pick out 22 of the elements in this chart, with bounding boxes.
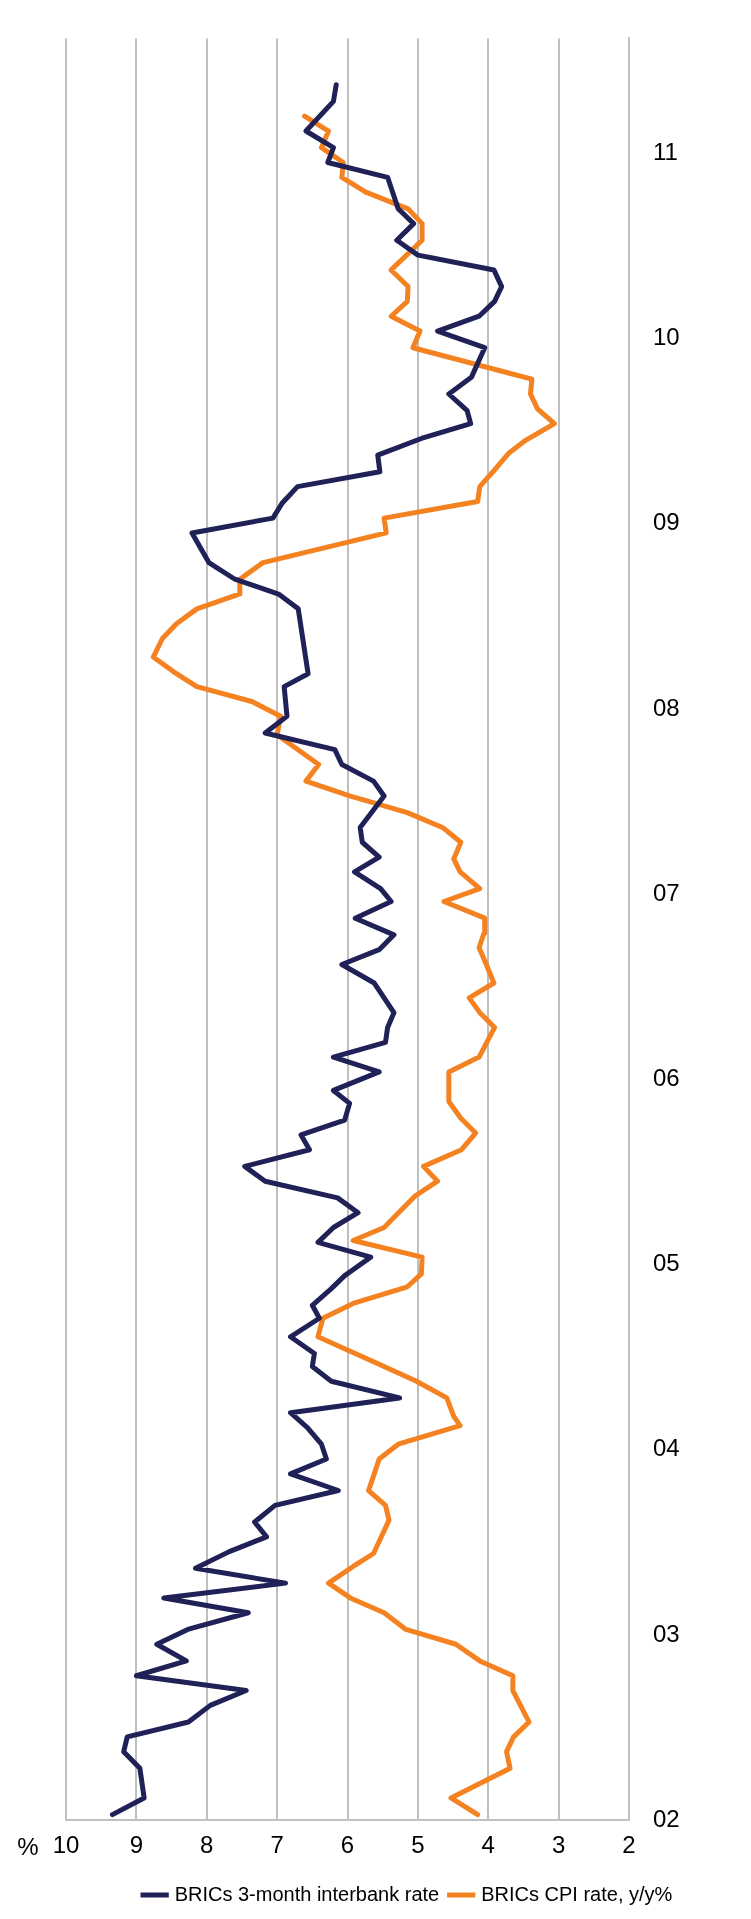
y-tick-label: 02 — [653, 1804, 680, 1832]
x-tick-label: 2 — [622, 1831, 636, 1859]
y-tick-label: 05 — [653, 1249, 680, 1277]
x-axis-title: % — [17, 1832, 39, 1860]
x-tick-label: 4 — [481, 1831, 495, 1859]
x-tick-label: 6 — [340, 1831, 355, 1859]
y-tick-label: 07 — [653, 878, 680, 906]
legend-label: BRICs 3-month interbank rate — [174, 1882, 440, 1905]
y-tick-label: 09 — [653, 508, 680, 536]
x-tick-label: 8 — [200, 1831, 214, 1859]
x-tick-label: 5 — [411, 1831, 425, 1859]
y-tick-label: 08 — [653, 693, 680, 721]
x-tick-label: 7 — [270, 1831, 284, 1859]
x-tick-label: 9 — [129, 1831, 144, 1859]
y-tick-label: 06 — [653, 1063, 680, 1091]
y-tick-label: 03 — [653, 1619, 680, 1647]
y-tick-label: 11 — [653, 137, 678, 165]
y-tick-label: 04 — [653, 1434, 680, 1462]
legend-label: BRICs CPI rate, y/y% — [481, 1882, 673, 1905]
y-tick-label: 10 — [653, 323, 680, 351]
x-tick-label: 3 — [551, 1831, 566, 1859]
x-tick-label: 10 — [52, 1831, 80, 1859]
